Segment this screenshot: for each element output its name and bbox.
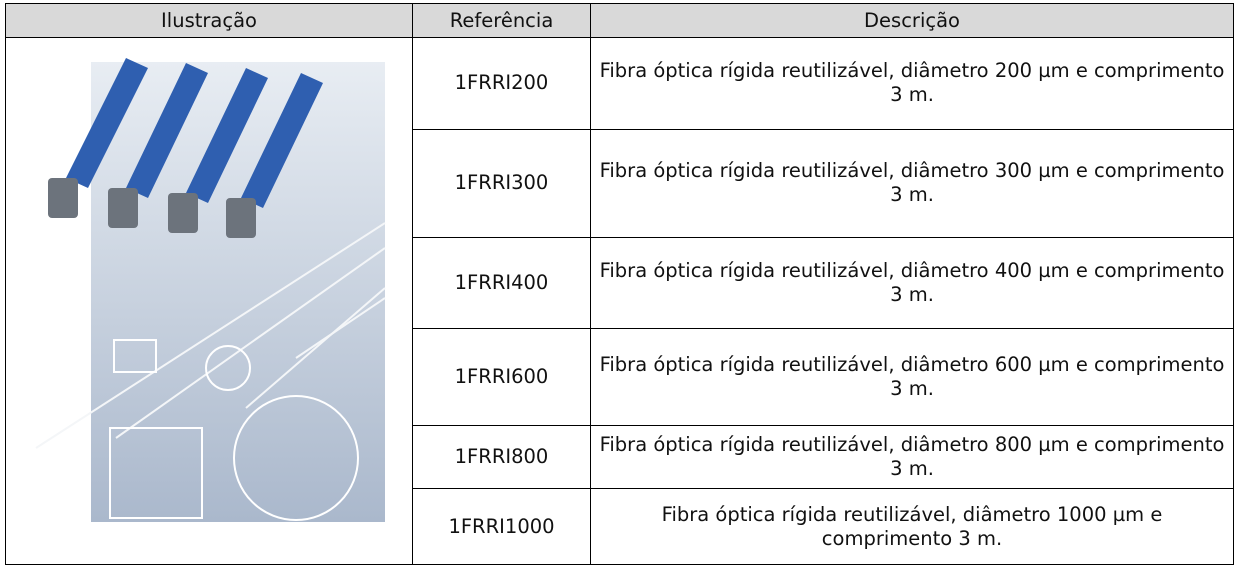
page: Ilustração Referência Descrição [5, 3, 1234, 565]
table-row: 1FRRI400 Fibra óptica rígida reutilizável… [6, 237, 1234, 329]
reference-cell: 1FRRI400 [412, 237, 591, 329]
description-cell: Fibra óptica rígida reutilizável, diâmet… [590, 37, 1234, 130]
table-body: 1FRRI200 Fibra óptica rígida reutilizável… [5, 37, 1234, 565]
header-cell: Ilustração [5, 3, 413, 38]
table-row: 1FRRI600 Fibra óptica rígida reutilizável… [6, 327, 1234, 426]
header-row: Ilustração Referência Descrição [5, 3, 1234, 38]
description-cell: Fibra óptica rígida reutilizável, diâmet… [590, 128, 1234, 239]
description-cell: Fibra óptica rígida reutilizável, diâmet… [590, 424, 1234, 490]
table-row: 1FRRI200 Fibra óptica rígida reutilizável… [5, 37, 1234, 565]
reference-cell: 1FRRI800 [412, 424, 591, 490]
product-table: Ilustração Referência Descrição [5, 3, 1234, 565]
reference-cell: 1FRRI200 [412, 37, 591, 130]
description-cell: Fibra óptica rígida reutilizável, diâmet… [590, 327, 1234, 426]
header-cell: Referência [412, 3, 591, 38]
reference-cell: 1FRRI300 [412, 128, 591, 239]
table-row: 1FRRI300 Fibra óptica rígida reutilizável… [6, 128, 1234, 239]
table-row: 1FRRI800 Fibra óptica rígida reutilizável… [6, 424, 1234, 490]
reference-cell: 1FRRI1000 [412, 488, 591, 565]
header-cell: Descrição [590, 3, 1234, 38]
description-cell: Fibra óptica rígida reutilizável, diâmet… [590, 237, 1234, 329]
illustration-cell [5, 37, 413, 565]
description-cell: Fibra óptica rígida reutilizável, diâmet… [590, 488, 1234, 565]
reference-cell: 1FRRI600 [412, 327, 591, 426]
illustration [35, 58, 386, 522]
